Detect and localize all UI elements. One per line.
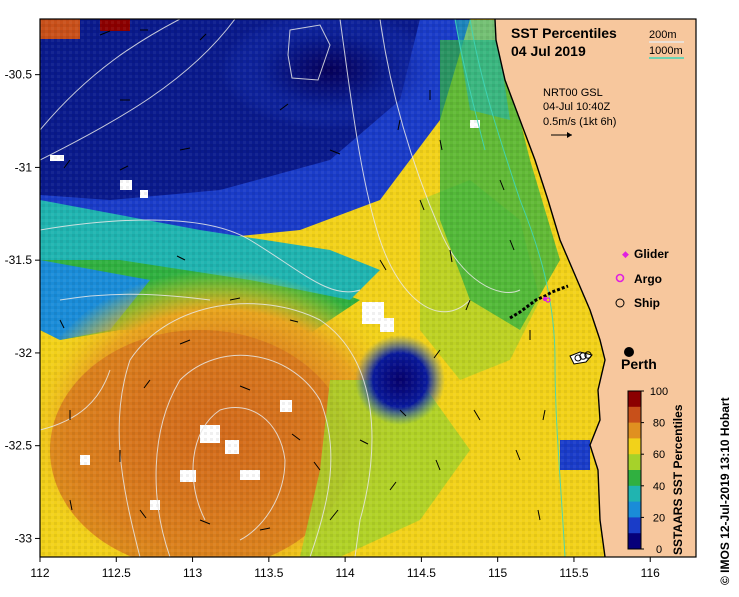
current-vectors: [59, 29, 546, 531]
colorbar-segment: [628, 422, 641, 439]
x-tick-label: 116: [641, 566, 660, 580]
colorbar-tick-label: 0: [656, 544, 662, 556]
x-tick-label: 114.5: [407, 566, 436, 580]
colorbar-segment: [628, 533, 641, 550]
glider-icon: ◆: [622, 249, 629, 259]
coastline: [494, 19, 606, 557]
x-axis: 112 112.5 113 113.5 114 114.5 115 115.5 116: [30, 557, 660, 580]
contours-200m: [40, 19, 521, 557]
colorbar-segment: [628, 517, 641, 534]
current-scale-arrow-icon: [551, 132, 572, 138]
argo-icon: [615, 273, 625, 283]
land-mass: [495, 19, 696, 557]
x-tick-label: 113: [183, 566, 202, 580]
map-title: SST Percentiles: [511, 25, 617, 41]
colorbar-title: SSTAARS SST Percentiles: [671, 404, 685, 555]
map-date: 04 Jul 2019: [511, 43, 586, 59]
contours-1000m: [454, 19, 566, 557]
x-tick-label: 115: [488, 566, 507, 580]
colorbar: 100 80 60 40 20 0: [627, 386, 668, 556]
x-tick-label: 112.5: [102, 566, 131, 580]
legend-ship-label: Ship: [634, 296, 660, 310]
colorbar-segment: [628, 470, 641, 487]
colorbar-segment: [628, 438, 641, 455]
x-tick-label: 114: [336, 566, 355, 580]
current-source: NRT00 GSL: [543, 87, 603, 99]
colorbar-frame: [627, 390, 642, 550]
isobath-200m-label: 200m: [649, 29, 677, 41]
credit-text: © IMOS 12-Jul-2019 13:10 Hobart: [718, 397, 732, 585]
perth-marker-icon: [624, 347, 634, 357]
colorbar-tick-label: 100: [650, 386, 668, 398]
colorbar-segment: [628, 501, 641, 518]
colorbar-tick-label: 60: [653, 449, 665, 461]
y-tick-label: -30.5: [5, 68, 33, 82]
y-axis: -30.5 -31 -31.5 -32 -32.5 -33: [5, 68, 40, 545]
sst-field: [40, 19, 696, 557]
colorbar-segment: [628, 406, 641, 424]
glider-track: [509, 284, 569, 320]
colorbar-segment: [628, 454, 641, 471]
isobath-1000m-label: 1000m: [649, 45, 683, 57]
y-tick-label: -32.5: [5, 439, 33, 453]
colorbar-segment: [628, 485, 641, 503]
current-scale: 0.5m/s (1kt 6h): [543, 116, 616, 128]
y-tick-label: -31.5: [5, 253, 33, 267]
colorbar-segment: [628, 391, 641, 408]
plot-frame: [39, 18, 697, 558]
legend-glider-label: Glider: [634, 247, 669, 261]
y-tick-label: -33: [15, 531, 33, 545]
marker-legend: ◆ Glider Argo Ship: [615, 247, 669, 310]
colorbar-tick-label: 80: [653, 418, 665, 430]
city-label-perth: Perth: [621, 356, 657, 372]
colorbar-tick-label: 20: [653, 512, 665, 524]
x-tick-label: 113.5: [254, 566, 283, 580]
ship-icon: [615, 298, 625, 308]
ship-markers: [574, 351, 592, 362]
current-time: 04-Jul 10:40Z: [543, 101, 611, 113]
x-tick-label: 115.5: [559, 566, 588, 580]
y-tick-label: -32: [15, 346, 33, 360]
colorbar-tick-label: 40: [653, 481, 665, 493]
legend-argo-label: Argo: [634, 272, 662, 286]
y-tick-label: -31: [15, 160, 33, 174]
x-tick-label: 112: [30, 566, 49, 580]
